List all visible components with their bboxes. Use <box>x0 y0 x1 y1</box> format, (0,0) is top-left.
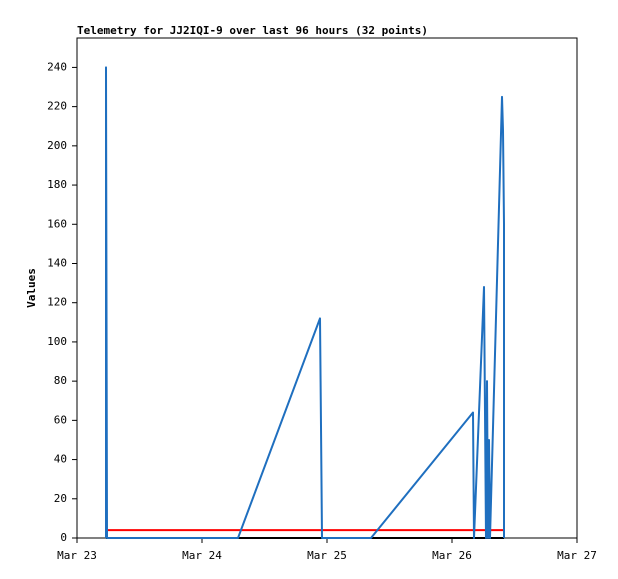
y-tick-label: 0 <box>60 531 67 544</box>
y-tick-label: 60 <box>54 413 67 426</box>
series-line <box>105 66 505 539</box>
y-tick-label: 160 <box>47 217 67 230</box>
y-tick-label: 180 <box>47 178 67 191</box>
y-tick-label: 200 <box>47 139 67 152</box>
y-tick-label: 120 <box>47 296 67 309</box>
y-tick-label: 140 <box>47 256 67 269</box>
chart-title: Telemetry for JJ2IQI-9 over last 96 hour… <box>77 24 428 37</box>
y-tick-label: 80 <box>54 374 67 387</box>
x-tick-label: Mar 27 <box>557 549 597 562</box>
x-tick-label: Mar 23 <box>57 549 97 562</box>
x-tick-label: Mar 25 <box>307 549 347 562</box>
y-tick-label: 40 <box>54 453 67 466</box>
y-tick-label: 20 <box>54 492 67 505</box>
x-tick-label: Mar 26 <box>432 549 472 562</box>
y-axis-label: Values <box>25 268 38 308</box>
y-tick-label: 220 <box>47 100 67 113</box>
y-tick-label: 100 <box>47 335 67 348</box>
y-tick-label: 240 <box>47 60 67 73</box>
x-tick-label: Mar 24 <box>182 549 222 562</box>
